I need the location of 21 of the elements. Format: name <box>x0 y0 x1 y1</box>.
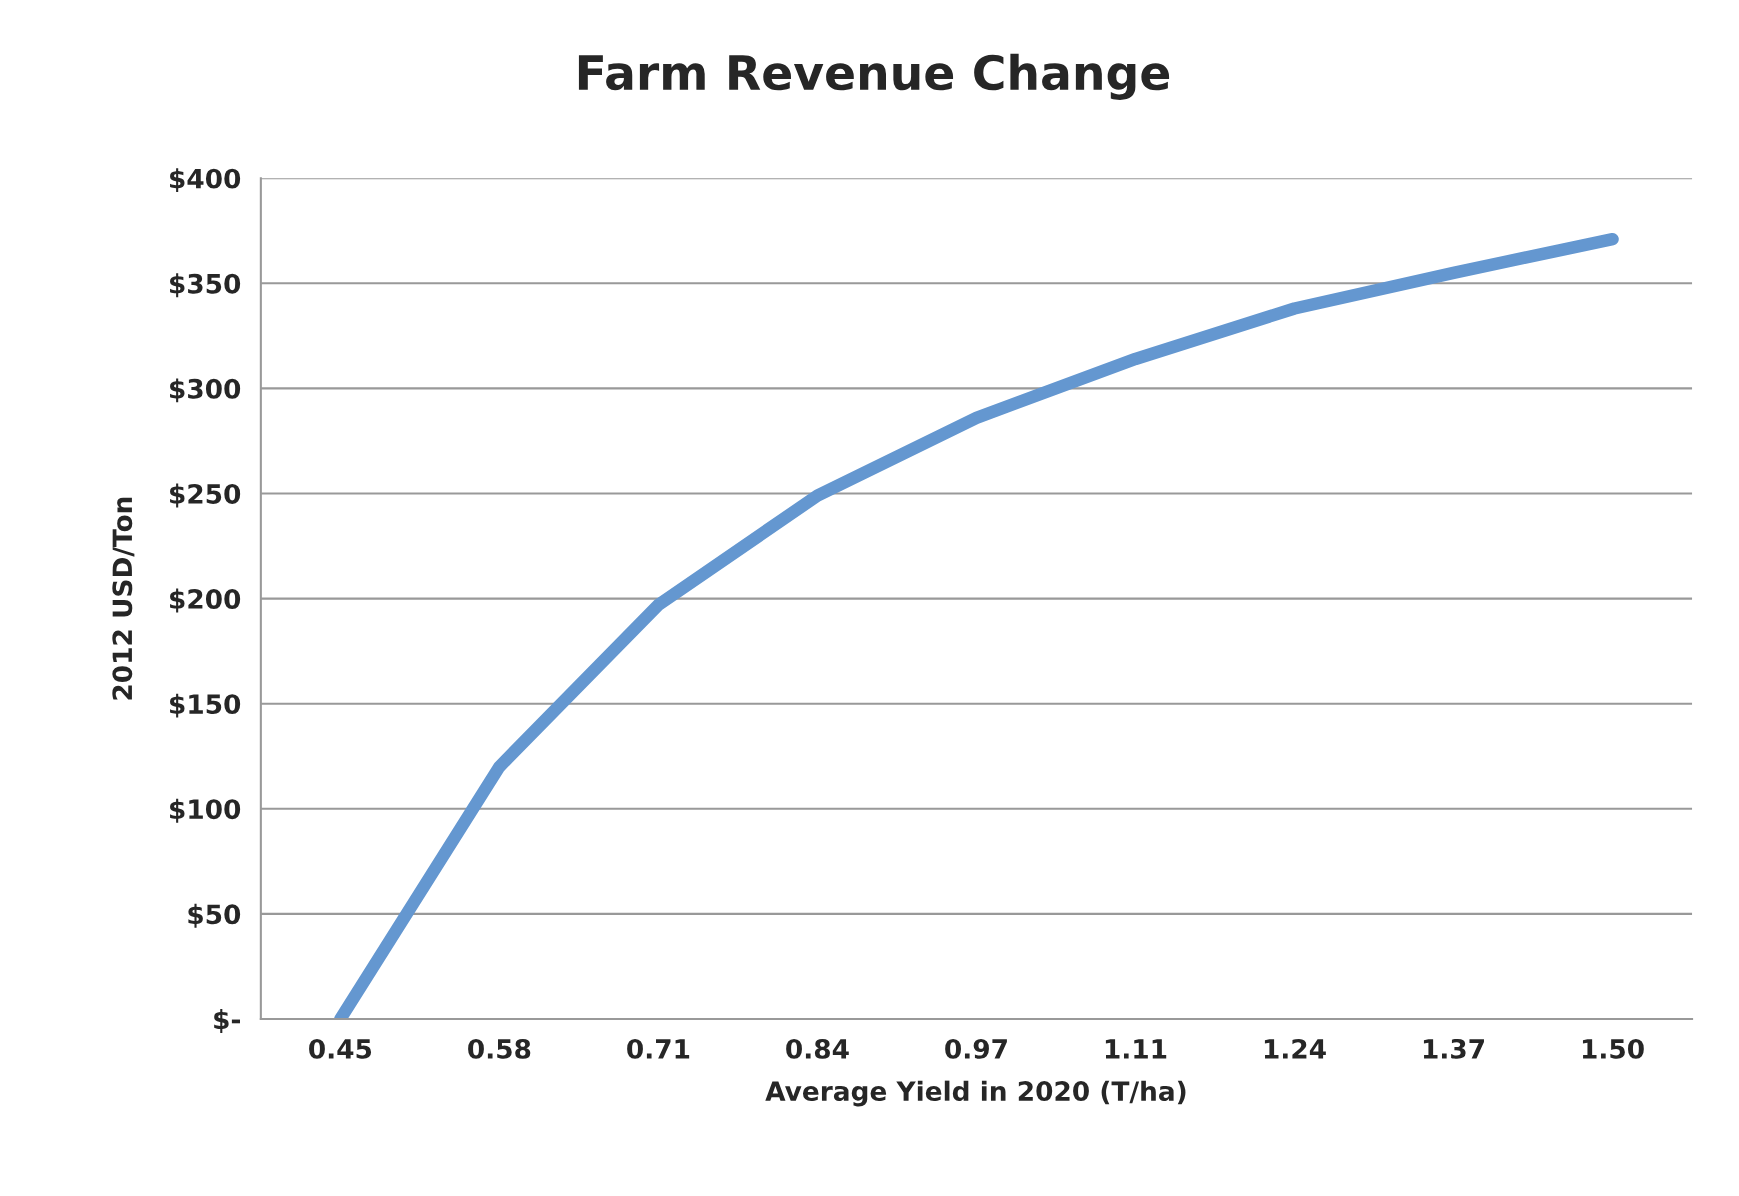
y-tick-label: $300 <box>170 378 241 403</box>
x-tick-label: 0.71 <box>627 1038 690 1059</box>
y-axis-title: 2012 USD/Ton <box>112 497 135 700</box>
y-tick-label: $- <box>214 1008 240 1033</box>
y-tick-label: $250 <box>170 483 241 508</box>
x-tick-label: 0.58 <box>468 1038 531 1059</box>
y-tick-label: $200 <box>170 588 241 613</box>
x-tick-label: 0.97 <box>945 1038 1007 1059</box>
x-tick-label: 0.45 <box>309 1038 372 1059</box>
y-tick-label: $400 <box>170 168 241 193</box>
chart-title: Farm Revenue Change <box>578 53 1170 100</box>
y-tick-label: $350 <box>170 273 241 298</box>
x-tick-label: 1.37 <box>1423 1038 1484 1059</box>
x-axis-title: Average Yield in 2020 (T/ha) <box>765 1080 1186 1107</box>
x-tick-label: 0.84 <box>786 1038 849 1059</box>
x-tick-label: 1.11 <box>1105 1039 1167 1059</box>
y-tick-label: $50 <box>188 903 241 928</box>
x-tick-label: 1.50 <box>1582 1038 1644 1059</box>
y-tick-label: $100 <box>170 798 241 823</box>
y-tick-label: $150 <box>170 693 241 718</box>
x-tick-label: 1.24 <box>1264 1038 1326 1059</box>
